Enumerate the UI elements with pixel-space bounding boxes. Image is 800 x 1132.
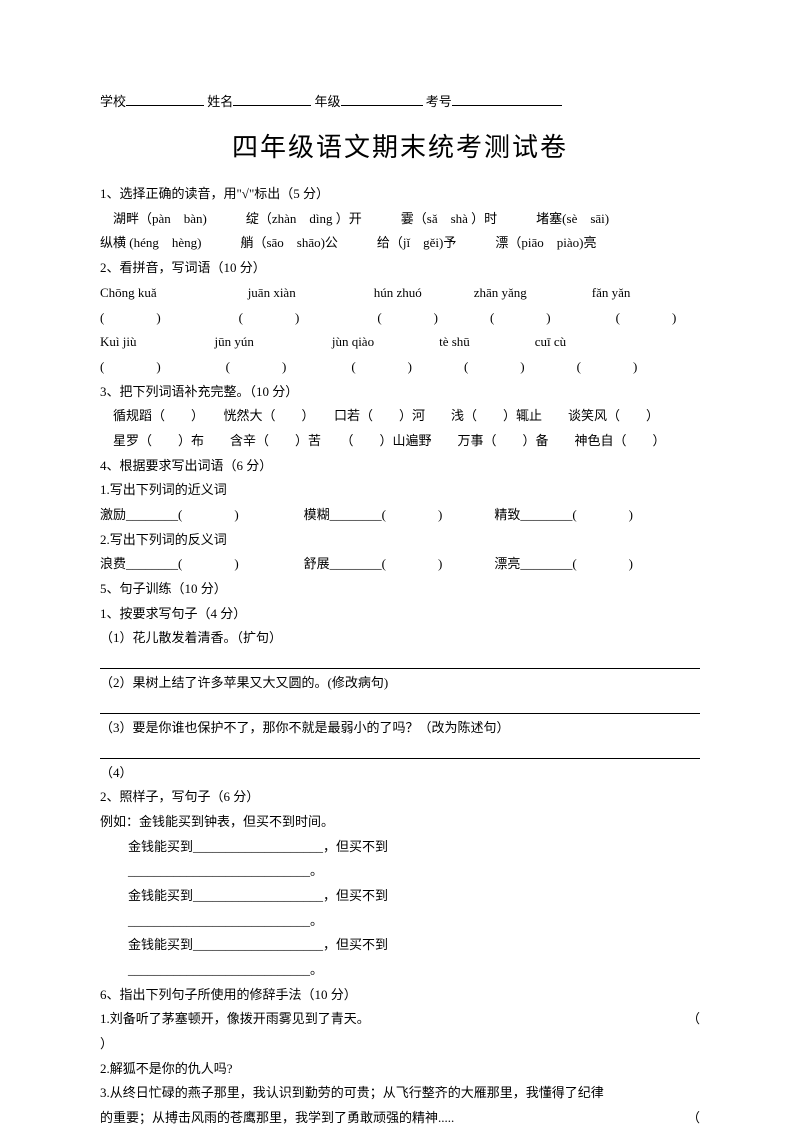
- q5-s2: （2）果树上结了许多苹果又大又圆的。(修改病句): [100, 671, 700, 696]
- q3-row2: 星罗（ ）布 含辛（ ）苦 （ ）山遍野 万事（ ）备 神色自（ ）: [100, 429, 700, 454]
- q5-example: 例如：金钱能买到钟表，但买不到时间。: [100, 810, 700, 835]
- q1-row1: 湖畔（pàn bàn) 绽（zhàn dìng ）开 霎（sǎ shà ）时 堵…: [100, 207, 700, 232]
- q4-ant: 浪费________( ) 舒展________( ) 漂亮________( …: [100, 552, 700, 577]
- q5-sub1: 1、按要求写句子（4 分）: [100, 602, 700, 627]
- paren-open: （: [687, 1106, 700, 1131]
- q4-sub1: 1.写出下列词的近义词: [100, 478, 700, 503]
- q5-pattern-3b: ____________________________。: [100, 958, 700, 983]
- page-title: 四年级语文期末统考测试卷: [100, 123, 700, 172]
- q3-heading: 3、把下列词语补充完整。（10 分）: [100, 380, 700, 405]
- q5-pattern-2b: ____________________________。: [100, 909, 700, 934]
- q3-row1: 循规蹈（ ） 恍然大（ ） 口若（ ）河 浅（ ）辄止 谈笑风（ ）: [100, 404, 700, 429]
- q6-s3b: 的重要；从搏击风雨的苍鹰那里，我学到了勇敢顽强的精神..... （: [100, 1106, 700, 1131]
- grade-label: 年级: [315, 94, 341, 109]
- q1-heading: 1、选择正确的读音，用"√"标出（5 分）: [100, 182, 700, 207]
- answer-line: [100, 700, 700, 714]
- q6-s1-text: 1.刘备听了茅塞顿开，像拨开雨雾见到了青天。: [100, 1011, 370, 1026]
- q6-s3a: 3.从终日忙碌的燕子那里，我认识到勤劳的可贵；从飞行整齐的大雁那里，我懂得了纪律: [100, 1081, 700, 1106]
- q5-heading: 5、句子训练（10 分）: [100, 577, 700, 602]
- q2-blanks2: ( ) ( ) ( ) ( ) ( ): [100, 355, 700, 380]
- q2-blanks1: ( ) ( ) ( ) ( ) ( ): [100, 306, 700, 331]
- q5-sub2: 2、照样子，写句子（6 分）: [100, 785, 700, 810]
- q5-s4: （4）: [100, 761, 700, 786]
- q6-s2: 2.解狐不是你的仇人吗?: [100, 1057, 700, 1082]
- q4-sub2: 2.写出下列词的反义词: [100, 528, 700, 553]
- exam-header: 学校 姓名 年级 考号: [100, 90, 700, 115]
- answer-line: [100, 745, 700, 759]
- q2-pinyin1: Chōng kuǎ juān xiàn hún zhuó zhān yǎng f…: [100, 281, 700, 306]
- q5-s1: （1）花儿散发着清香。（扩句）: [100, 626, 700, 651]
- q4-syn: 激励________( ) 模糊________( ) 精致________( …: [100, 503, 700, 528]
- school-label: 学校: [100, 94, 126, 109]
- q1-row2: 纵横 (héng hèng) 艄（sāo shāo)公 给（jǐ gěi)予 漂…: [100, 231, 700, 256]
- q6-s1: 1.刘备听了茅塞顿开，像拨开雨雾见到了青天。 （: [100, 1007, 700, 1032]
- q6-s3b-text: 的重要；从搏击风雨的苍鹰那里，我学到了勇敢顽强的精神.....: [100, 1110, 454, 1125]
- q6-s1-close: ）: [100, 1032, 700, 1057]
- q5-pattern-2a: 金钱能买到____________________，但买不到: [100, 884, 700, 909]
- q5-pattern-1a: 金钱能买到____________________，但买不到: [100, 835, 700, 860]
- q4-heading: 4、根据要求写出词语（6 分）: [100, 454, 700, 479]
- answer-line: [100, 655, 700, 669]
- q5-pattern-1b: ____________________________。: [100, 859, 700, 884]
- paren-open: （: [687, 1007, 700, 1032]
- q6-heading: 6、指出下列句子所使用的修辞手法（10 分）: [100, 983, 700, 1008]
- exam-no-label: 考号: [426, 94, 452, 109]
- q2-heading: 2、看拼音，写词语（10 分）: [100, 256, 700, 281]
- name-label: 姓名: [207, 94, 233, 109]
- q5-s3: （3）要是你谁也保护不了，那你不就是最弱小的了吗？（改为陈述句）: [100, 716, 700, 741]
- q5-pattern-3a: 金钱能买到____________________，但买不到: [100, 933, 700, 958]
- q2-pinyin2: Kuì jiù jūn yún jùn qiào tè shū cuī cù: [100, 330, 700, 355]
